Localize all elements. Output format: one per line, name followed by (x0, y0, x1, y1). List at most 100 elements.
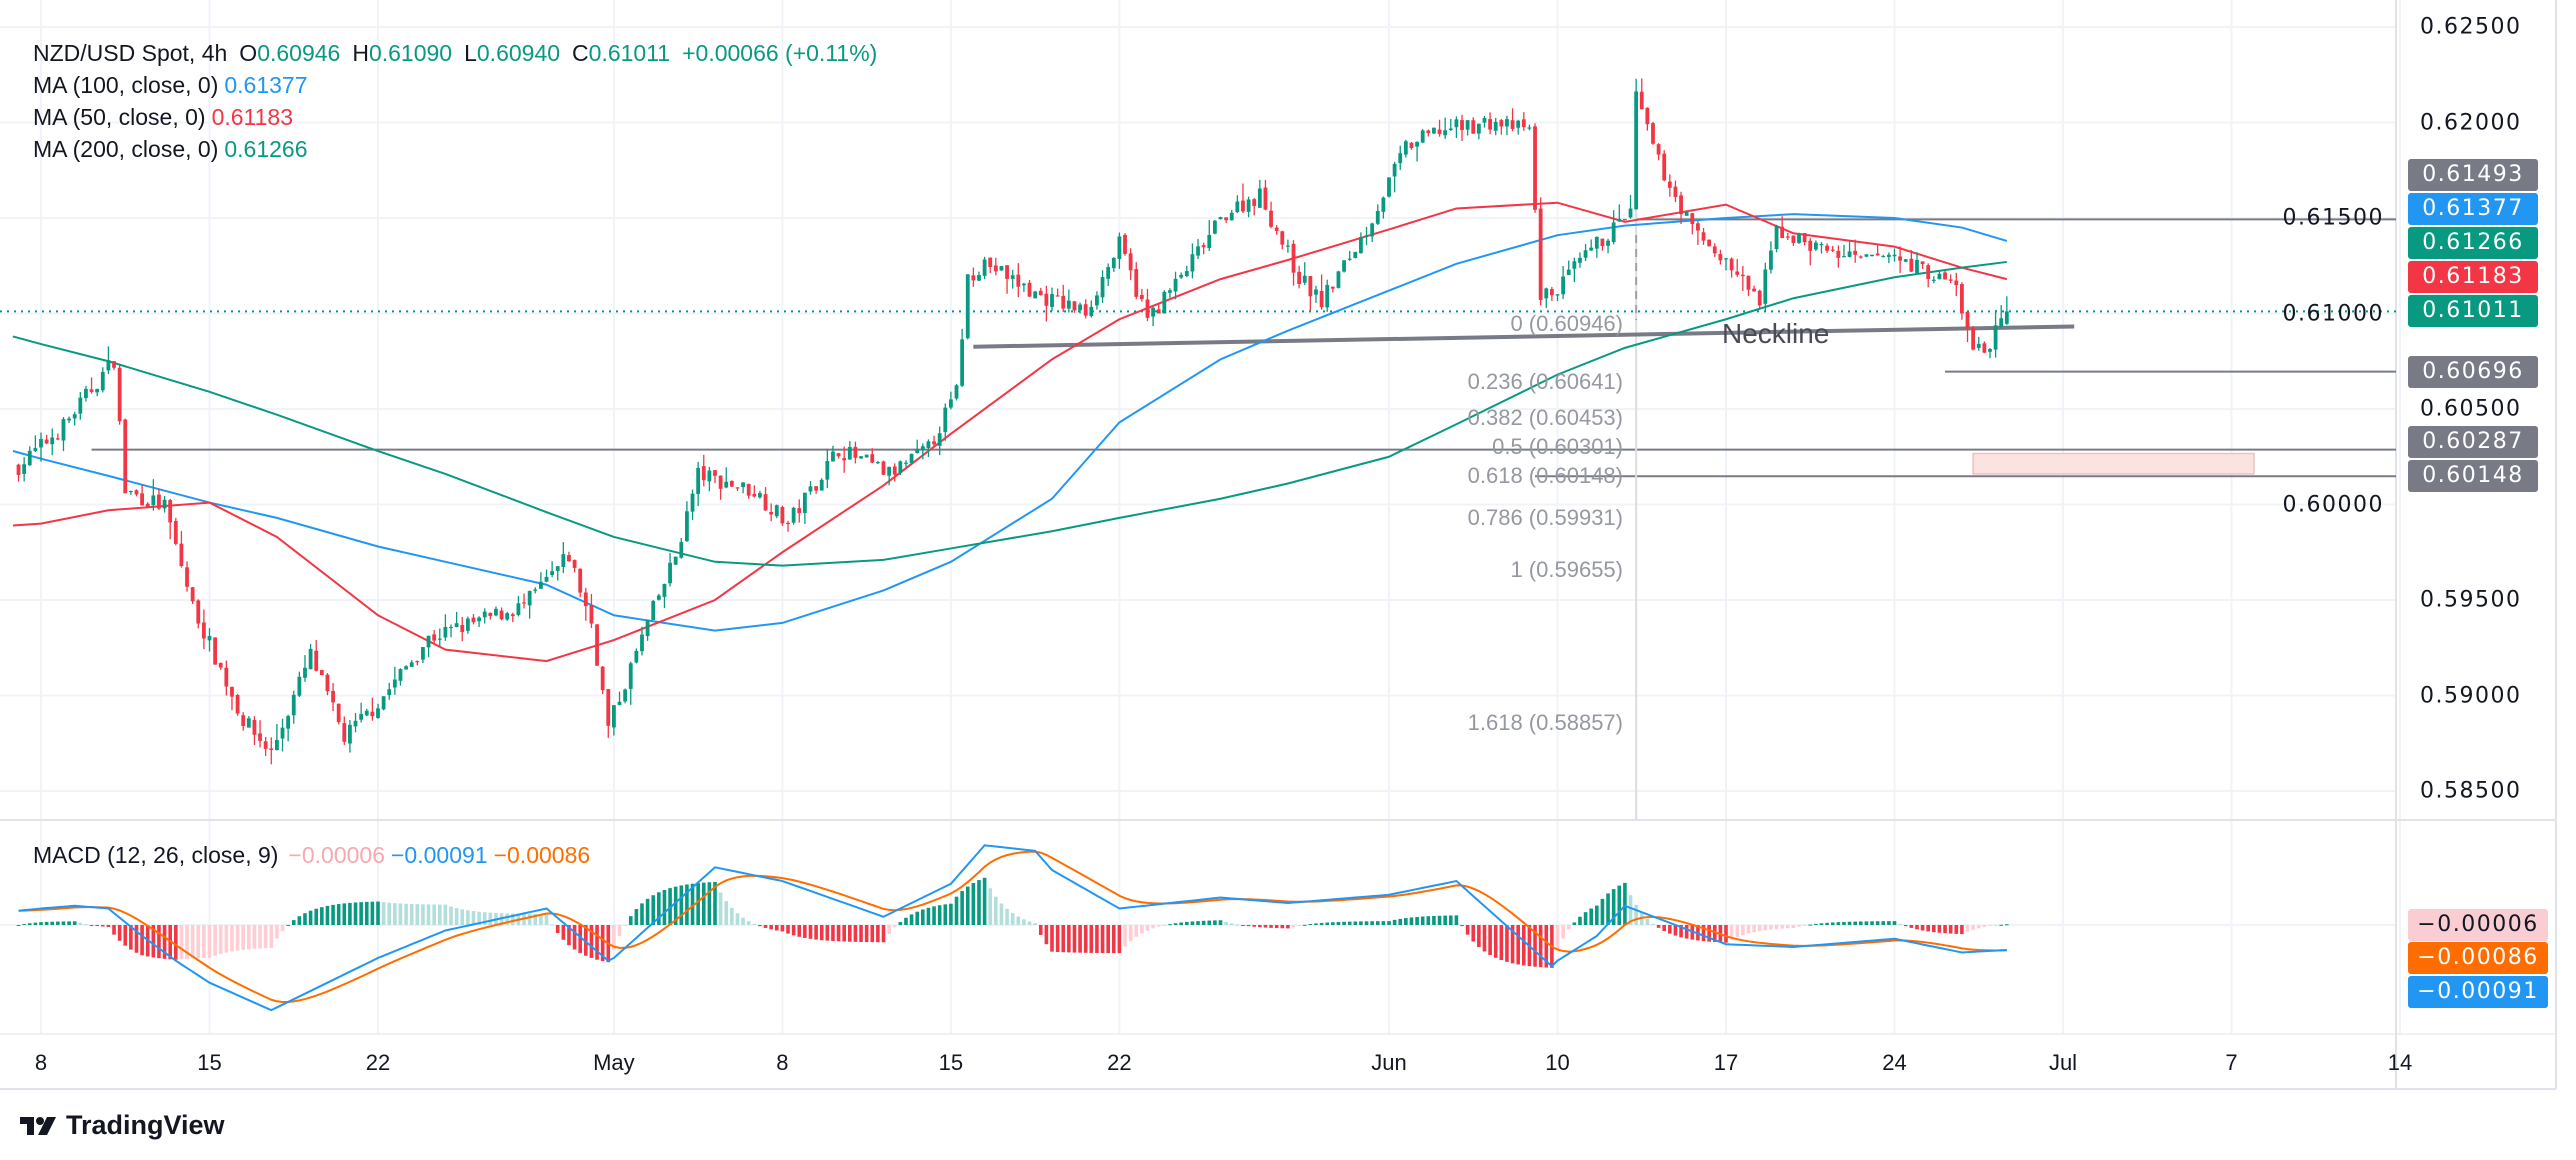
candle-body (1757, 290, 1762, 306)
candle (1016, 263, 1021, 298)
candle-body (16, 464, 21, 475)
macd-histogram-bar (106, 925, 111, 927)
candle-body (190, 587, 195, 602)
target-zone (1972, 452, 2255, 475)
candle-body (1982, 343, 1987, 353)
fib-ratio: 0.5 (1492, 434, 1523, 459)
macd-histogram-bar (1415, 916, 1419, 925)
candle-body (1707, 239, 1712, 247)
macd-histogram-bar (286, 924, 290, 926)
macd-histogram-bar (1353, 921, 1358, 925)
macd-histogram-bar (1370, 921, 1374, 925)
macd-histogram-bar (1522, 925, 1526, 966)
candle (1521, 112, 1526, 131)
candle-body (538, 581, 543, 589)
macd-histogram-bar (39, 922, 43, 925)
macd-histogram-bar (1387, 921, 1391, 925)
candle-body (460, 625, 465, 632)
candle (1482, 115, 1487, 128)
candle (1555, 293, 1560, 301)
candle (600, 666, 605, 695)
time-axis-label: 22 (365, 1050, 391, 1075)
candle-body (1488, 119, 1492, 130)
candle-body (971, 275, 976, 281)
candle-body (1083, 304, 1088, 316)
candle (1505, 115, 1509, 136)
candle-body (583, 592, 588, 607)
candle (471, 614, 476, 625)
candle-body (1392, 163, 1397, 177)
candle (246, 716, 251, 728)
candle-body (977, 275, 981, 281)
candle (1819, 242, 1824, 254)
candle-body (1898, 256, 1903, 261)
macd-legend[interactable]: MACD (12, 26, close, 9) −0.00006 −0.00091−… (33, 839, 596, 871)
fib-price: 0.59931 (1536, 504, 1616, 530)
candle (1022, 282, 1026, 292)
candle-body (1763, 269, 1768, 304)
macd-histogram-bar (1510, 925, 1515, 964)
candle (454, 611, 459, 628)
ma100-legend[interactable]: MA (100, close, 0) 0.61377 (33, 69, 314, 101)
candle (831, 445, 835, 462)
symbol-title[interactable]: NZD/USD Spot, 4h (33, 40, 228, 66)
candle (1235, 195, 1240, 214)
macd-histogram-bar (746, 921, 751, 925)
candle (1634, 78, 1639, 210)
candle-body (1050, 294, 1054, 307)
candle (1151, 306, 1155, 327)
candle-body (1853, 250, 1858, 255)
macd-histogram-bar (1600, 898, 1605, 925)
candle (1460, 114, 1464, 141)
candle-body (544, 576, 549, 582)
candle (499, 607, 504, 621)
candle-body (780, 506, 785, 524)
macd-signal-line (18, 850, 2007, 1003)
candle (1050, 287, 1054, 312)
ma50-legend[interactable]: MA (50, close, 0) 0.61183 (33, 101, 299, 133)
macd-histogram-bar (533, 913, 538, 925)
macd-histogram-bar (1207, 920, 1212, 925)
candle-body (1667, 181, 1672, 188)
macd-histogram-bar (1881, 921, 1886, 925)
candle (763, 487, 768, 511)
macd-histogram-bar (331, 904, 335, 925)
candle (673, 556, 678, 566)
candle-body (920, 446, 925, 451)
macd-histogram-bar (381, 902, 386, 925)
candle (713, 470, 717, 484)
candle (1948, 274, 1953, 284)
macd-histogram-bar (320, 907, 324, 925)
change-value: +0.00066 (+0.11%) (682, 40, 878, 66)
candle (1398, 145, 1403, 170)
candle-body (1864, 254, 1869, 257)
candle-body (1179, 274, 1184, 278)
macd-histogram-bar (213, 925, 217, 956)
macd-histogram-bar (196, 925, 201, 959)
ma200-legend[interactable]: MA (200, close, 0) 0.61266 (33, 133, 314, 165)
macd-histogram-bar (27, 923, 32, 925)
candle (915, 439, 920, 454)
price-tag: 0.61377 (2408, 193, 2538, 226)
macd-histogram-bar (1606, 893, 1610, 925)
candle-body (1999, 318, 2004, 327)
candle-body (1858, 256, 1863, 258)
candle (1117, 232, 1122, 269)
candle (1611, 210, 1616, 245)
macd-histogram-bar (415, 904, 420, 925)
candle (1488, 112, 1492, 135)
macd-histogram-bar (1589, 908, 1593, 925)
candle-body (623, 689, 628, 702)
candle-body (1780, 226, 1785, 239)
candle-body (1038, 290, 1043, 296)
candle (887, 466, 892, 486)
macd-histogram-bar (1280, 925, 1285, 929)
candle-body (196, 600, 201, 624)
candle (1617, 204, 1622, 222)
high-value: 0.61090 (368, 40, 453, 66)
tradingview-logo[interactable]: TradingView (20, 1110, 225, 1141)
candle-body (1909, 258, 1914, 272)
candle (741, 482, 745, 494)
candle (291, 690, 296, 724)
